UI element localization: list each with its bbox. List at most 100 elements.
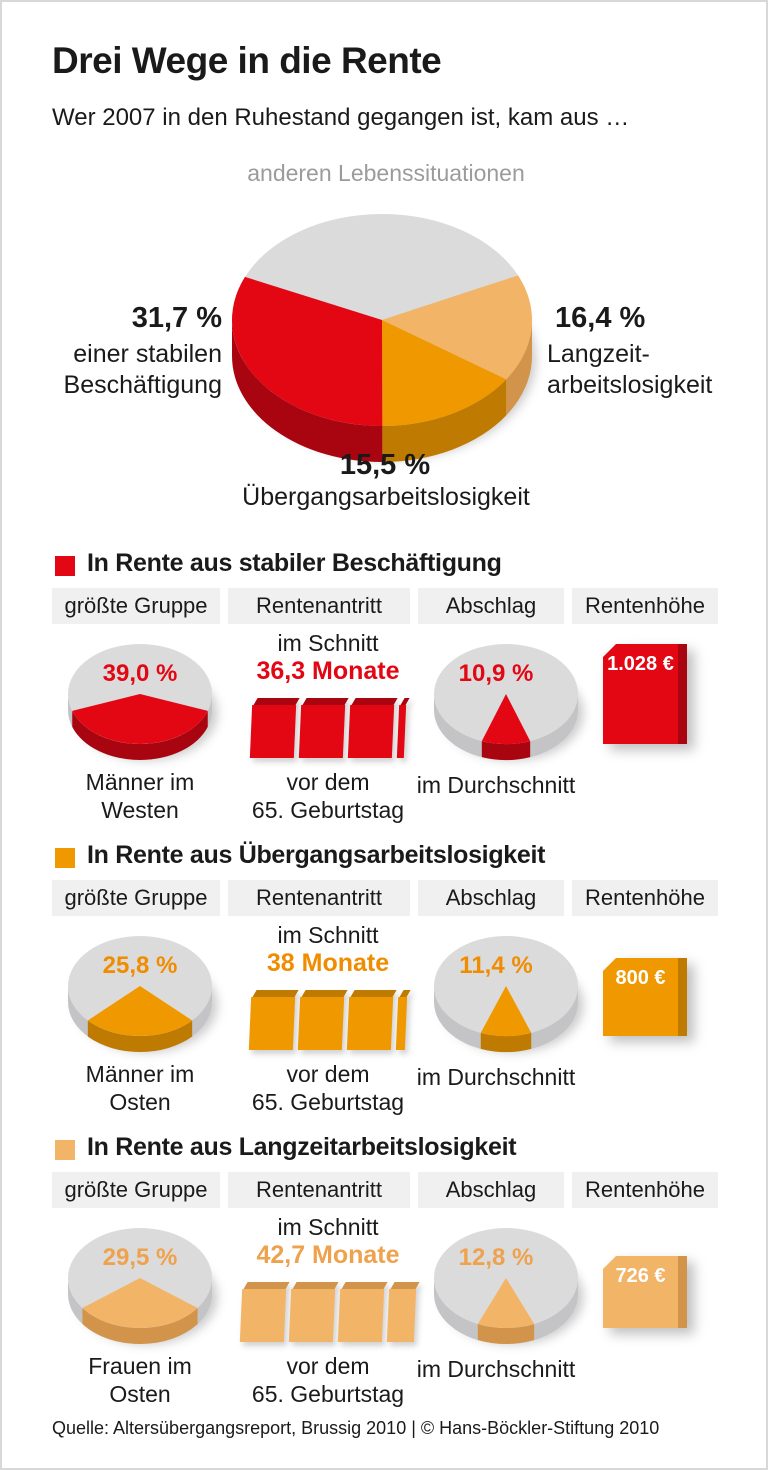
pie-label-other-situations: anderen Lebenssituationen — [247, 160, 525, 186]
pie-label-line: einer stabilen — [73, 340, 222, 368]
discount-percent: 11,4 % — [459, 952, 533, 979]
months-suffix-line: 65. Geburtstag — [251, 797, 405, 823]
months-value: 38 Monate — [266, 949, 390, 977]
pie-slice-side — [434, 986, 578, 1052]
months-prefix: im Schnitt — [277, 922, 379, 948]
month-block — [297, 990, 348, 1050]
pie-value-transition-unemployment: 15,5 % — [339, 449, 431, 481]
pension-amount-wrap: 726 € — [572, 1214, 718, 1328]
months-blocks — [240, 988, 416, 1050]
section-title: In Rente aus Langzeitarbeitslosigkeit — [87, 1133, 517, 1161]
column-header-groesste-gruppe: größte Gruppe — [52, 588, 220, 624]
pension-amount-shadow: 1.028 € — [603, 644, 687, 744]
column-header-abschlag: Abschlag — [418, 588, 564, 624]
column-header-rentenantritt: Rentenantritt — [228, 1172, 410, 1208]
months-suffix-line: vor dem — [286, 1061, 370, 1087]
pension-amount-block-edge — [678, 958, 687, 1036]
page-subtitle: Wer 2007 in den Ruhestand gegangen ist, … — [52, 104, 630, 131]
largest-group-pie-chart — [68, 1228, 218, 1345]
pie-slice-side — [434, 1278, 578, 1344]
pension-amount-block: 800 € — [603, 958, 687, 1036]
month-block — [395, 990, 411, 1050]
discount-percent: 10,9 % — [458, 660, 534, 687]
largest-group-label-line: Frauen im — [88, 1353, 192, 1379]
legend-swatch — [55, 1140, 75, 1160]
column-header-row: größte Gruppe Rentenantritt Abschlag Ren… — [52, 1172, 718, 1208]
legend-swatch — [55, 556, 75, 576]
pie-label-longterm-unemployment: Langzeit- arbeitslosigkeit — [547, 339, 762, 401]
pie-slice — [382, 320, 507, 426]
main-pie-chart — [231, 214, 536, 462]
column-header-rentenhoehe: Rentenhöhe — [572, 588, 718, 624]
column-header-rentenhoehe: Rentenhöhe — [572, 1172, 718, 1208]
pie-label-transition-unemployment: Übergangsarbeitslosigkeit — [242, 483, 530, 511]
pension-section: In Rente aus stabiler Beschäftigung größ… — [2, 542, 766, 834]
month-block — [239, 1282, 290, 1342]
discount-average-label: im Durchschnitt — [416, 772, 576, 798]
column-header-groesste-gruppe: größte Gruppe — [52, 1172, 220, 1208]
largest-group-label-line: Männer im — [85, 1061, 195, 1087]
page-title: Drei Wege in die Rente — [52, 40, 442, 81]
pension-amount-block: 1.028 € — [603, 644, 687, 744]
month-block — [386, 1282, 420, 1342]
discount-percent: 12,8 % — [458, 1244, 534, 1271]
months-value: 36,3 Monate — [256, 657, 400, 685]
largest-group-percent: 25,8 % — [102, 952, 178, 979]
month-block — [396, 698, 410, 758]
pension-amount-value: 1.028 € — [607, 653, 674, 675]
pie-slice-side — [481, 741, 531, 760]
pie-slice-side — [477, 1324, 535, 1344]
pension-amount-value: 726 € — [615, 1265, 666, 1287]
discount-average-label: im Durchschnitt — [416, 1064, 576, 1090]
months-blocks — [239, 1280, 420, 1342]
pie-slice-side — [382, 379, 507, 462]
months-suffix: vor dem 65. Geburtstag — [230, 1352, 426, 1408]
section-title: In Rente aus stabiler Beschäftigung — [87, 549, 502, 577]
pie-slice-side — [232, 320, 383, 462]
pie-slice-side — [72, 710, 208, 760]
months-suffix-line: 65. Geburtstag — [251, 1089, 405, 1115]
section-content: 39,0 % Männer im Westen im Schnitt 36,3 … — [2, 630, 766, 830]
pie-slice — [480, 986, 532, 1036]
pie-slice-side — [480, 1032, 532, 1052]
largest-group-label: Männer im Osten — [38, 1060, 242, 1116]
months-suffix: vor dem 65. Geburtstag — [230, 768, 426, 824]
legend-swatch — [55, 848, 75, 868]
pension-amount-block: 726 € — [603, 1256, 687, 1328]
largest-group-percent: 39,0 % — [102, 660, 178, 687]
months-value: 42,7 Monate — [256, 1241, 400, 1269]
pie-slice — [72, 694, 208, 744]
pie-slice — [231, 276, 383, 426]
column-header-groesste-gruppe: größte Gruppe — [52, 880, 220, 916]
largest-group-label-line: Westen — [101, 797, 179, 823]
month-block — [249, 698, 300, 758]
month-block — [248, 990, 299, 1050]
pie-value-stable-employment: 31,7 % — [131, 302, 222, 334]
months-suffix-line: 65. Geburtstag — [251, 1381, 405, 1407]
pension-amount-block-edge — [678, 1256, 687, 1328]
pie-slice-side — [506, 320, 532, 416]
pie-value-longterm-unemployment: 16,4 % — [555, 302, 646, 334]
section-title: In Rente aus Übergangsarbeitslosigkeit — [87, 841, 546, 869]
pension-amount-shadow: 726 € — [603, 1256, 687, 1328]
pension-amount-value: 800 € — [615, 967, 666, 989]
pension-amount-wrap: 800 € — [572, 922, 718, 1036]
discount-average-label: im Durchschnitt — [416, 1356, 576, 1382]
months-prefix: im Schnitt — [277, 630, 379, 656]
column-header-rentenantritt: Rentenantritt — [228, 588, 410, 624]
column-header-rentenantritt: Rentenantritt — [228, 880, 410, 916]
column-header-abschlag: Abschlag — [418, 880, 564, 916]
pie-slice-side — [82, 1308, 198, 1344]
largest-group-label-line: Männer im — [85, 769, 195, 795]
months-suffix-line: vor dem — [286, 1353, 370, 1379]
largest-group-label: Männer im Westen — [38, 768, 242, 824]
months-prefix: im Schnitt — [277, 1214, 379, 1240]
pie-slice-side — [87, 1020, 193, 1052]
largest-group-label-line: Osten — [109, 1381, 171, 1407]
pie-slice — [244, 214, 518, 320]
pie-slice — [87, 986, 193, 1036]
discount-pie-chart — [434, 644, 584, 761]
pension-section: In Rente aus Langzeitarbeitslosigkeit gr… — [2, 1126, 766, 1418]
pie-label-line: arbeitslosigkeit — [547, 371, 713, 399]
